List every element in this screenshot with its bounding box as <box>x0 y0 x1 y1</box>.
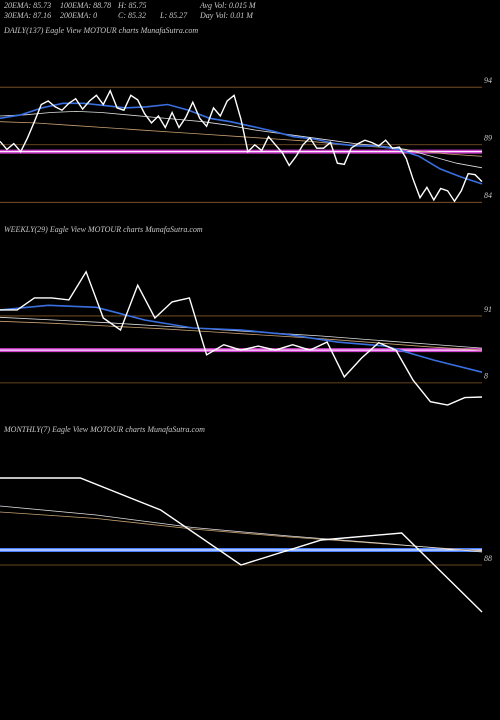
series-line <box>0 304 483 373</box>
series-line <box>0 316 483 349</box>
y-tick-label: 84 <box>484 191 492 200</box>
header-stat: 100EMA: 88.78 <box>60 1 111 10</box>
panel-title: DAILY(137) Eagle View MOTOUR charts Muna… <box>3 26 198 35</box>
header-stat: Avg Vol: 0.015 M <box>199 1 257 10</box>
y-tick-label: 8 <box>484 372 488 381</box>
panel-title: WEEKLY(29) Eagle View MOTOUR charts Muna… <box>4 225 203 234</box>
header-stat: 30EMA: 87.16 <box>3 11 51 20</box>
series-line <box>0 320 483 351</box>
series-line <box>0 88 483 203</box>
header-stat: 20EMA: 85.73 <box>4 1 51 10</box>
y-tick-label: 94 <box>484 76 492 85</box>
series-line <box>0 121 483 157</box>
y-tick-label: 91 <box>484 305 492 314</box>
header-stat: H: 85.75 <box>117 1 146 10</box>
y-tick-label: 89 <box>484 134 492 143</box>
y-tick-label: 88 <box>484 554 492 563</box>
series-line <box>0 110 483 169</box>
header-stat: 200EMA: 0 <box>60 11 97 20</box>
series-line <box>0 477 483 613</box>
panel-title: MONTHLY(7) Eagle View MOTOUR charts Muna… <box>3 425 205 434</box>
header-stat: L: 85.27 <box>159 11 188 20</box>
header-stat: C: 85.32 <box>118 11 146 20</box>
series-line <box>0 505 483 553</box>
series-line <box>0 102 483 185</box>
series-line <box>0 270 483 406</box>
header-stat: Day Vol: 0.01 M <box>199 11 254 20</box>
